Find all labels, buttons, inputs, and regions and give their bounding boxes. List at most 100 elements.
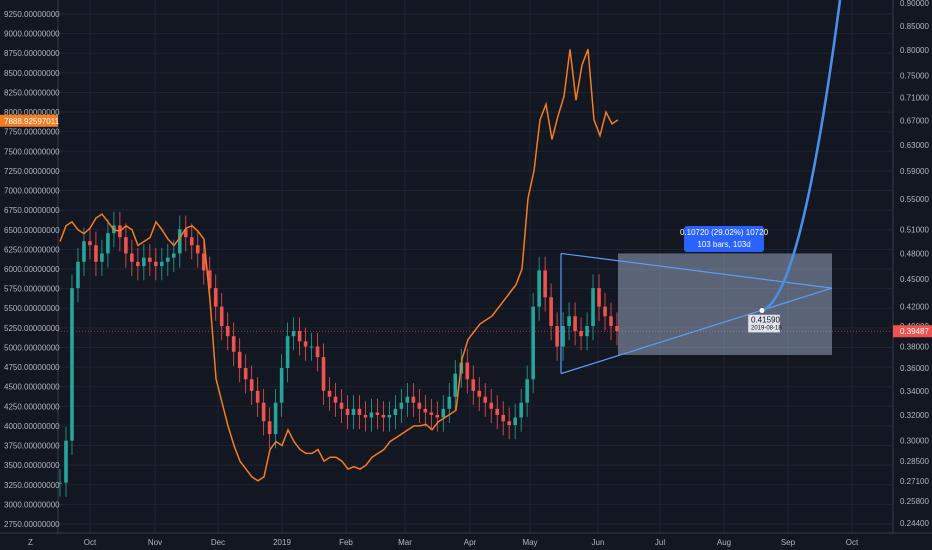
measure-rect	[618, 253, 832, 355]
right-tick-label: 0.80000	[900, 46, 929, 55]
measure-label-line2: 103 bars, 103d	[697, 240, 750, 249]
candle-body	[585, 326, 589, 337]
time-axis: Oct Nov Dec 2019 Feb Mar Apr May Jun Jul Aug Sep Oct	[0, 532, 932, 550]
candle-body	[88, 241, 92, 246]
candle-body	[231, 336, 236, 352]
candle-body	[148, 257, 152, 262]
candle-body	[453, 373, 458, 397]
right-tick-label: 0.28500	[900, 457, 929, 466]
candle-body	[171, 253, 176, 258]
candle-body	[435, 414, 440, 418]
candle-body	[369, 412, 374, 418]
candle-body	[183, 229, 188, 238]
candle-body	[166, 257, 170, 262]
candle-body	[549, 297, 553, 327]
candle-body	[321, 357, 326, 391]
candle-body	[525, 379, 529, 403]
left-price-tag: 7888.92597011	[4, 117, 60, 126]
candle-body	[291, 331, 296, 337]
candle-body	[591, 288, 595, 327]
candle-body	[357, 408, 362, 415]
right-axis-bg	[893, 0, 932, 533]
left-tick-label: 8000.00000000	[4, 108, 60, 117]
right-tick-label: 0.90000	[900, 0, 929, 8]
candle-body	[309, 346, 314, 348]
candle-body	[609, 316, 613, 327]
right-tick-label: 0.75000	[900, 72, 929, 81]
candle-body	[537, 270, 541, 307]
projection-curve	[747, 0, 842, 333]
candle-body	[297, 331, 302, 342]
candle-body	[519, 402, 523, 418]
candle-body	[100, 253, 104, 262]
left-price-tag-bg	[0, 114, 58, 127]
candle-body	[207, 270, 212, 289]
candle-body	[327, 390, 332, 397]
left-tick-label: 8750.00000000	[4, 49, 60, 58]
time-tick-label: Jun	[592, 538, 605, 547]
left-tick-label: 8500.00000000	[4, 69, 60, 78]
right-tick-label: 0.34000	[900, 387, 929, 396]
measure-label-bg	[684, 226, 764, 252]
left-tick-label: 3750.00000000	[4, 442, 60, 451]
candle-body	[447, 396, 452, 409]
candle-body	[219, 306, 224, 327]
time-tick-label: Jul	[655, 538, 665, 547]
candle-body	[189, 237, 194, 246]
right-tick-label: 0.38000	[900, 343, 929, 352]
candle-body	[160, 261, 164, 267]
candle-body	[393, 408, 398, 415]
candle-body	[94, 245, 98, 262]
candle-body	[615, 326, 619, 332]
triangle-lower-line	[560, 287, 833, 375]
time-tick-label: Sep	[781, 538, 796, 547]
candle-body	[303, 341, 308, 347]
projection-curve-path	[761, 0, 842, 312]
right-tick-label: 0.67000	[900, 117, 929, 126]
z-label: Z	[28, 538, 33, 547]
candle-body	[154, 261, 158, 267]
candle-body	[471, 379, 476, 391]
candle-body	[70, 288, 74, 441]
time-tick-label: Apr	[464, 538, 477, 547]
left-tick-label: 6750.00000000	[4, 206, 60, 215]
candle-body	[555, 326, 559, 347]
left-tick-label: 3500.00000000	[4, 461, 60, 470]
left-tick-label: 4000.00000000	[4, 422, 60, 431]
left-tick-label: 2750.00000000	[4, 520, 60, 529]
time-axis-bg	[0, 533, 932, 550]
time-tick-label: Feb	[339, 538, 353, 547]
left-tick-label: 5250.00000000	[4, 324, 60, 333]
candle-body	[333, 396, 338, 403]
candle-body	[285, 336, 290, 369]
candle-body	[249, 379, 254, 391]
point-label-value: 0.41590	[751, 316, 780, 325]
left-tick-label: 6500.00000000	[4, 226, 60, 235]
left-tick-label: 6250.00000000	[4, 245, 60, 254]
right-tick-label: 0.55000	[900, 195, 929, 204]
candle-body	[387, 414, 392, 418]
orange-series-line	[59, 49, 619, 482]
left-tick-label: 4250.00000000	[4, 402, 60, 411]
right-tick-label: 0.45000	[900, 275, 929, 284]
candle-body	[411, 396, 416, 403]
candle-body	[58, 482, 62, 484]
right-tick-label: 0.63000	[900, 141, 929, 150]
candle-body	[106, 233, 110, 254]
candle-body	[177, 229, 182, 254]
annotation-labels: 0.10720 (29.02%) 10720 103 bars, 103d 0.…	[4, 117, 929, 547]
candle-body	[237, 351, 242, 369]
candle-body	[64, 440, 68, 483]
candle-body	[501, 414, 506, 422]
candle-body	[561, 326, 565, 347]
candle-body	[267, 421, 272, 435]
candle-body	[597, 288, 601, 307]
right-price-tag-bg	[893, 325, 932, 338]
left-tick-label: 9000.00000000	[4, 30, 60, 39]
right-tick-label: 0.30000	[900, 437, 929, 446]
left-tick-label: 4500.00000000	[4, 383, 60, 392]
candle-body	[375, 412, 380, 415]
right-tick-label: 0.25800	[900, 497, 929, 506]
left-tick-label: 6000.00000000	[4, 265, 60, 274]
